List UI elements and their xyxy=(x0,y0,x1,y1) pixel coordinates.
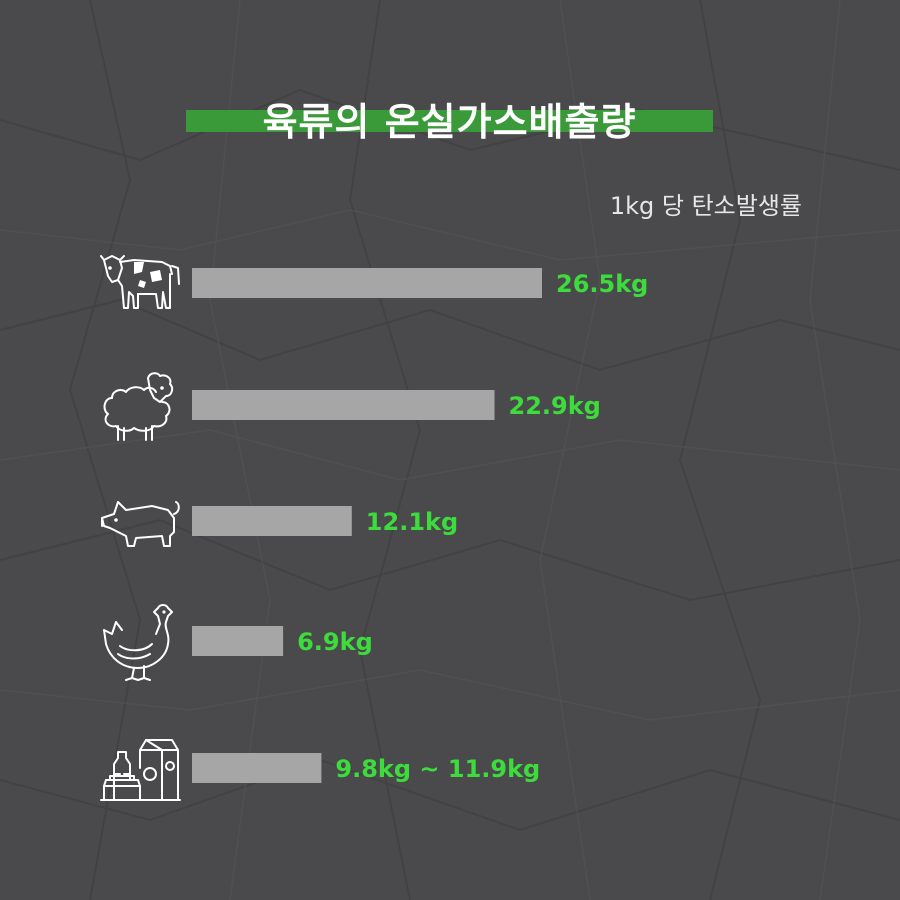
chart-subtitle: 1kg 당 탄소발생률 xyxy=(609,192,802,220)
title-highlight-band xyxy=(186,110,713,132)
bar-value-label: 6.9kg xyxy=(297,628,373,656)
pig-icon xyxy=(101,501,180,547)
cow-icon xyxy=(100,255,180,309)
bar-chicken xyxy=(192,626,284,656)
bar-value-label: 22.9kg xyxy=(509,392,601,420)
sheep-icon xyxy=(103,372,174,441)
bar-value-label: 26.5kg xyxy=(556,270,648,298)
bar-sheep xyxy=(192,390,495,420)
page-title: 육류의 온실가스배출량 xyxy=(262,100,637,144)
bar-pig xyxy=(192,506,352,536)
title-block: 육류의 온실가스배출량 xyxy=(186,98,713,146)
chicken-icon xyxy=(103,604,173,681)
bar-cow xyxy=(192,268,542,298)
bar-value-label: 9.8kg ~ 11.9kg xyxy=(335,755,540,783)
bar-dairy xyxy=(192,753,322,783)
bar-value-label: 12.1kg xyxy=(366,508,458,536)
dairy-icon xyxy=(100,739,181,801)
